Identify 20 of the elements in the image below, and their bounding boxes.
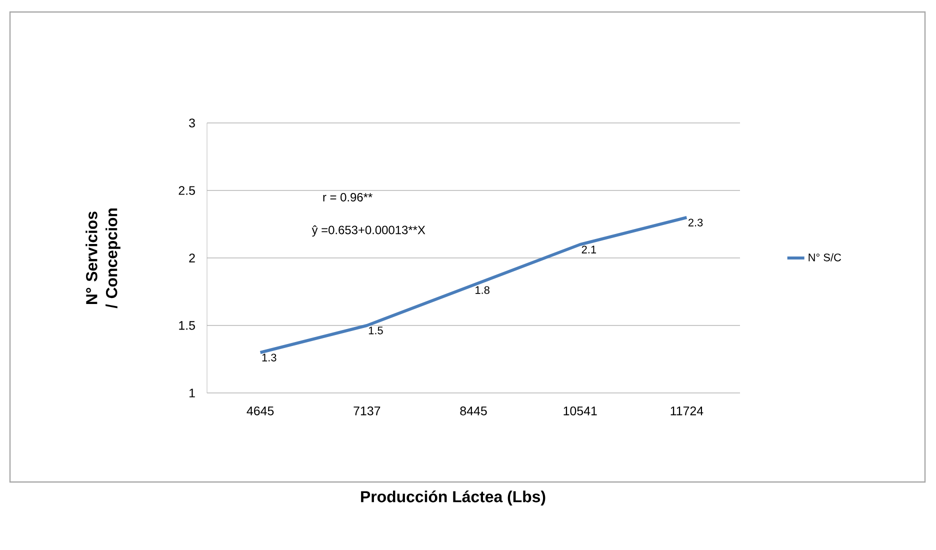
annotation: r = 0.96** xyxy=(323,193,372,202)
data-label: 1.5 xyxy=(368,326,383,334)
data-label: 1.8 xyxy=(476,286,490,294)
y-tick-label: 2 xyxy=(189,254,195,262)
x-tick-label: 4645 xyxy=(246,406,274,416)
x-tick-label: 8445 xyxy=(460,406,487,416)
y-axis-title: N° Servicios / Concepcion xyxy=(86,208,120,308)
y-tick-label: 2.5 xyxy=(178,186,195,195)
x-tick-label: 10541 xyxy=(564,406,597,416)
legend-label: N° S/C xyxy=(808,253,842,262)
y-tick-label: 1.5 xyxy=(179,321,195,330)
y-tick-label: 3 xyxy=(189,118,195,128)
y-tick-label: 1 xyxy=(190,388,195,398)
x-axis-title: Producción Láctea (Lbs) xyxy=(361,490,546,506)
data-label: 1.3 xyxy=(262,354,276,362)
data-label: 2.3 xyxy=(688,218,703,226)
data-label: 2.1 xyxy=(582,246,596,254)
annotation: ŷ =0.653+0.00013**X xyxy=(312,225,426,237)
x-tick-label: 11724 xyxy=(670,406,704,416)
x-tick-label: 7137 xyxy=(354,406,380,416)
